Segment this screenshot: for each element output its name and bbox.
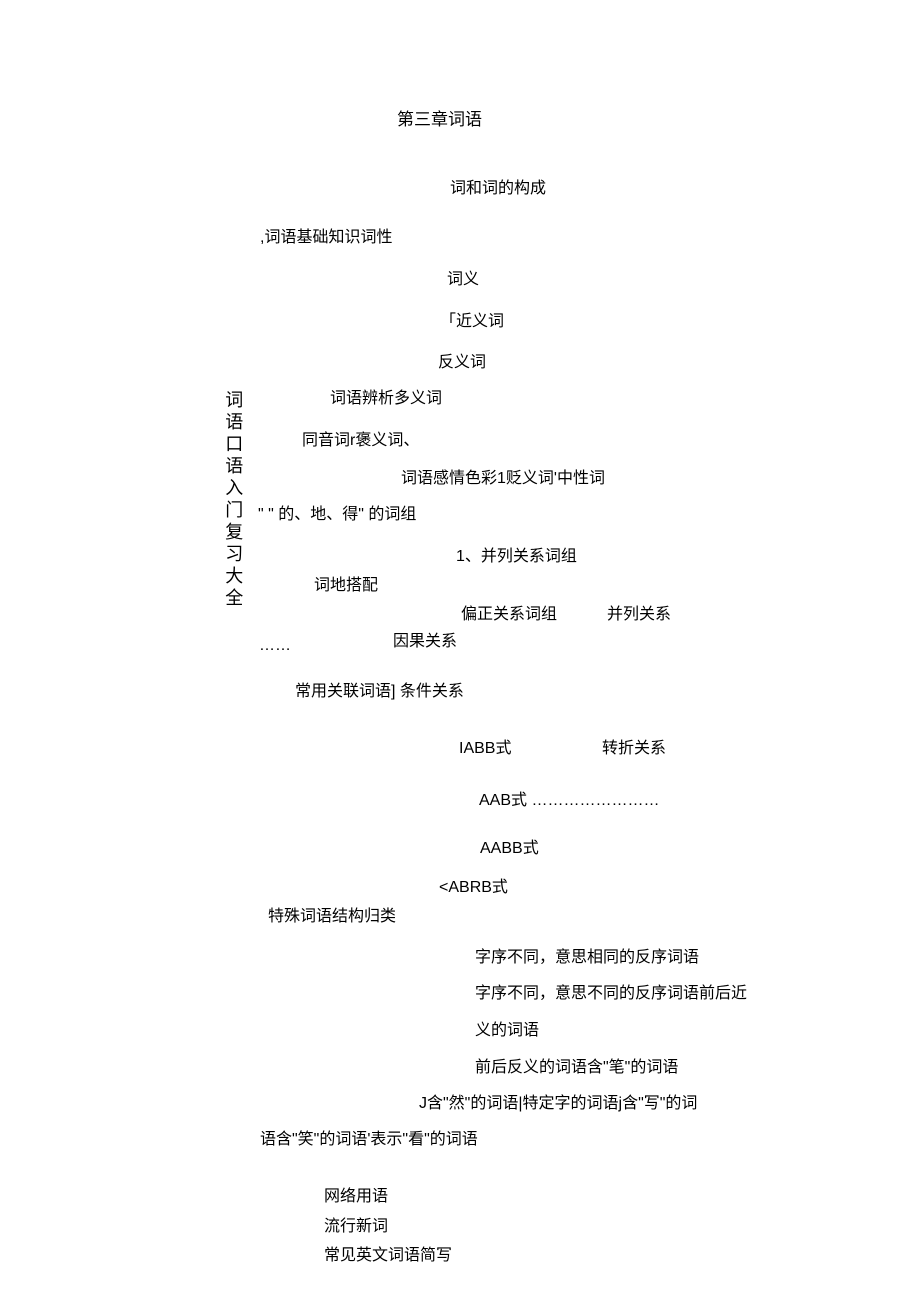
line-1: 词和词的构成 <box>450 178 546 200</box>
chapter-title: 第三章词语 <box>397 108 482 132</box>
line-6: 词语辨析多义词 <box>330 388 442 410</box>
line-15a: IABB式 <box>459 738 511 760</box>
document-page: 第三章词语 词语口语入门复习大全 词和词的构成 ,词语基础知识词性 词义 「近义… <box>0 0 920 1301</box>
line-25: 语含"笑"的词语'表示"看"的词语 <box>260 1129 478 1151</box>
vertical-section-label: 词语口语入门复习大全 <box>220 390 245 610</box>
line-15b: 转折关系 <box>602 738 666 760</box>
line-18: <ABRB式 <box>439 877 508 899</box>
line-16: AAB式 …………………… <box>479 790 659 812</box>
line-21: 字序不同，意思不同的反序词语前后近 <box>475 983 747 1005</box>
line-28: 常见英文词语简写 <box>324 1245 452 1267</box>
line-17: AABB式 <box>480 838 539 860</box>
line-12a: 偏正关系词组 <box>461 604 557 626</box>
line-14: 常用关联词语] 条件关系 <box>295 681 464 703</box>
line-19: 特殊词语结构归类 <box>268 906 396 928</box>
line-27: 流行新词 <box>324 1216 388 1238</box>
line-12b: 并列关系 <box>607 604 671 626</box>
line-26: 网络用语 <box>324 1186 388 1208</box>
line-22: 义的词语 <box>475 1020 539 1042</box>
line-3: 词义 <box>447 269 479 291</box>
line-13b: 因果关系 <box>393 631 457 653</box>
line-4: 「近义词 <box>440 311 504 333</box>
line-24: J含"然"的词语|特定字的词语j含"写"的词 <box>419 1093 697 1115</box>
line-5: 反义词 <box>438 352 486 374</box>
line-23: 前后反义的词语含"笔"的词语 <box>475 1057 678 1079</box>
line-9: " " 的、地、得" 的词组 <box>258 504 416 526</box>
line-2: ,词语基础知识词性 <box>260 227 392 249</box>
line-11: 词地搭配 <box>314 575 378 597</box>
line-10: 1、并列关系词组 <box>456 546 577 568</box>
line-7: 同音词r褒义词、 <box>302 430 419 452</box>
line-13a: …… <box>259 635 291 657</box>
line-20: 字序不同，意思相同的反序词语 <box>475 947 699 969</box>
line-8: 词语感情色彩1贬义词'中性词 <box>401 468 605 490</box>
